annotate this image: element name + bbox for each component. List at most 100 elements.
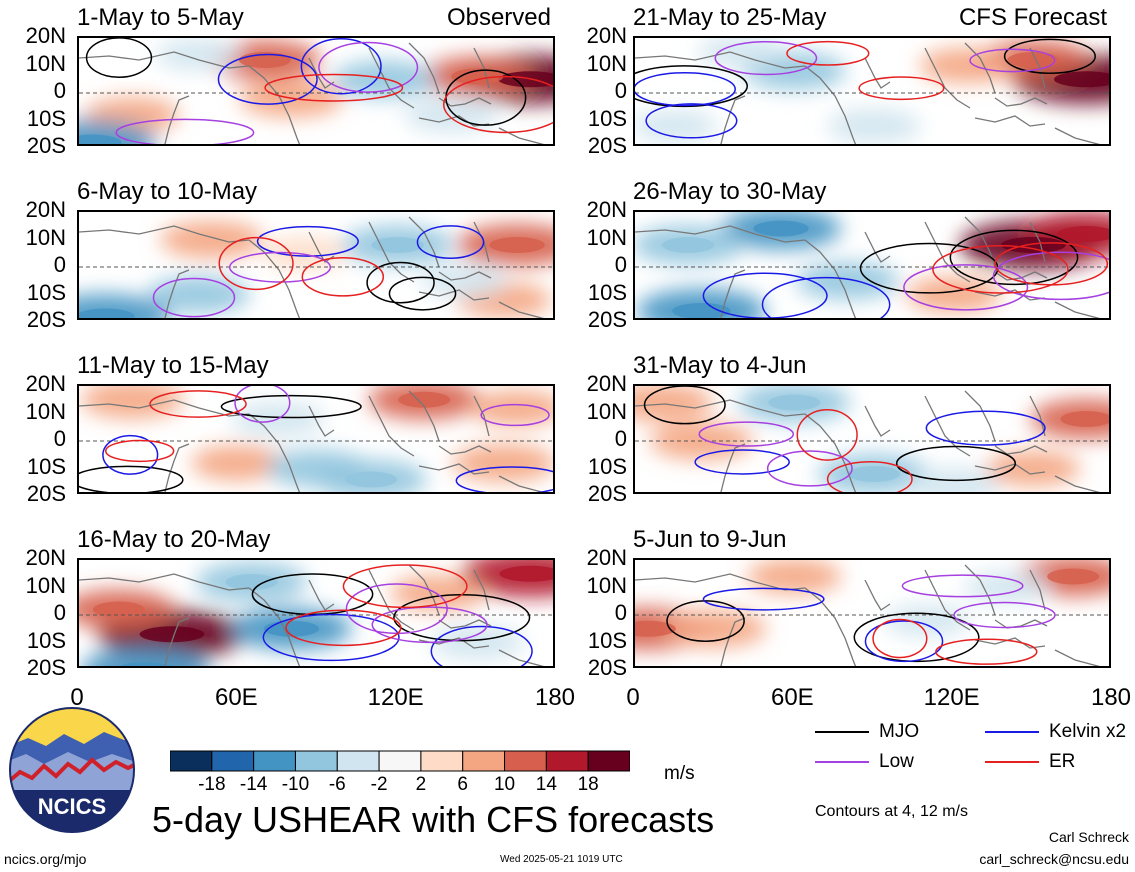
colorbar-unit: m/s <box>664 763 695 784</box>
contour-er <box>285 609 402 647</box>
x-tick-label: 0 <box>626 684 640 711</box>
shear-anomaly-blob <box>795 261 900 300</box>
colorbar-swatch <box>294 750 338 772</box>
y-tick-label: 10N <box>586 572 627 598</box>
y-tick-label: 20S <box>587 307 627 332</box>
coastline <box>1029 395 1046 437</box>
shear-anomaly-blob <box>403 97 498 133</box>
shear-anomaly-core <box>1047 568 1100 585</box>
contour-low <box>234 386 291 423</box>
map-panel <box>77 210 555 320</box>
shear-anomaly-blob <box>635 109 718 143</box>
coastline <box>1029 221 1046 263</box>
map-svg <box>635 38 1109 144</box>
coastline <box>635 399 806 417</box>
y-tick-label: 20N <box>25 197 66 222</box>
y-tick-label: 20N <box>586 23 627 48</box>
contour-mjo <box>79 465 184 492</box>
coastline <box>79 51 250 69</box>
footer-url[interactable]: ncics.org/mjo <box>4 851 87 867</box>
shear-anomaly-core <box>225 574 278 590</box>
map-panel <box>633 558 1111 668</box>
shear-anomaly-blob <box>919 47 1015 84</box>
shear-anomaly-blob <box>469 390 553 426</box>
y-tick-label: 20S <box>587 133 627 158</box>
shear-anomaly-blob <box>452 444 553 482</box>
coastline <box>924 221 971 283</box>
panel-title: 31-May to 4-Jun <box>633 352 807 379</box>
colorbar-tick-label: -14 <box>239 774 268 795</box>
shear-anomaly-blob <box>635 386 714 422</box>
colorbar-swatch <box>211 750 255 772</box>
contour-er <box>149 390 247 418</box>
coastline <box>864 405 891 437</box>
contour-low <box>969 48 1056 73</box>
coastline <box>964 390 996 442</box>
y-tick-label: 10N <box>586 398 627 424</box>
coastline <box>498 475 545 492</box>
y-tick-label: 20S <box>587 655 627 680</box>
y-tick-label: 20N <box>25 23 66 48</box>
shear-anomaly-blob <box>80 386 184 419</box>
contour-kelvin-x2 <box>702 587 825 611</box>
coastline <box>408 216 440 268</box>
colorbar-tick-label: 10 <box>493 774 516 795</box>
contour-low <box>953 601 1056 629</box>
coastline <box>720 95 746 144</box>
panel-tag: Observed <box>446 4 551 31</box>
contour-mjo <box>388 276 457 311</box>
contour-low <box>698 421 795 447</box>
contour-er <box>442 75 553 134</box>
shear-anomaly-core <box>79 134 122 144</box>
shear-anomaly-core <box>635 620 676 637</box>
colorbar-tick-label: 18 <box>577 774 599 795</box>
contour-low <box>901 574 1024 598</box>
shear-anomaly-core <box>1000 237 1066 253</box>
shear-anomaly-blob <box>155 38 242 71</box>
contour-mjo <box>366 261 435 304</box>
coastline <box>864 57 891 89</box>
y-tick-label: 0 <box>614 252 627 277</box>
contour-kelvin-x2 <box>635 71 736 107</box>
y-tick-label: 10S <box>587 279 627 305</box>
map-svg <box>635 386 1109 492</box>
coastline <box>248 413 301 492</box>
panel-title: 6-May to 10-May <box>77 178 258 205</box>
shear-anomaly-core <box>263 620 320 637</box>
y-tick-label: 10S <box>26 279 66 305</box>
coastline <box>1029 569 1046 611</box>
contour-kelvin-x2 <box>416 225 485 260</box>
shear-anomaly-blob <box>884 604 970 637</box>
coastline <box>248 65 301 144</box>
shear-anomaly-core <box>489 237 545 253</box>
colorbar-tick-label: -2 <box>370 774 388 795</box>
y-tick-label: 10S <box>587 105 627 131</box>
coastline <box>308 405 335 437</box>
map-panel <box>77 384 555 494</box>
shear-anomaly-core <box>345 471 398 488</box>
colorbar <box>170 750 630 772</box>
y-tick-label: 10S <box>26 105 66 131</box>
y-tick-label: 0 <box>53 426 66 451</box>
y-tick-label: 10N <box>586 50 627 76</box>
footer-email[interactable]: carl_schreck@ncsu.edu <box>979 851 1129 867</box>
contour-kelvin-x2 <box>645 103 738 139</box>
coastline <box>974 637 1046 649</box>
contour-er <box>301 256 385 297</box>
y-tick-label: 10N <box>25 398 66 424</box>
colorbar-swatch <box>545 750 589 772</box>
colorbar-tick-label: 2 <box>415 774 427 795</box>
contour-er <box>935 638 1038 665</box>
contour-kelvin-x2 <box>256 225 359 257</box>
y-tick-label: 0 <box>53 78 66 103</box>
contour-er <box>104 439 175 463</box>
contour-mjo <box>949 229 1079 286</box>
y-tick-label: 20S <box>26 133 66 158</box>
x-tick-label: 120E <box>367 684 424 711</box>
coastline <box>164 95 190 144</box>
colorbar-swatch <box>462 750 506 772</box>
shear-anomaly-core <box>768 394 821 411</box>
contour-low <box>228 251 332 283</box>
contour-er <box>218 236 294 291</box>
shear-anomaly-core <box>848 466 900 482</box>
